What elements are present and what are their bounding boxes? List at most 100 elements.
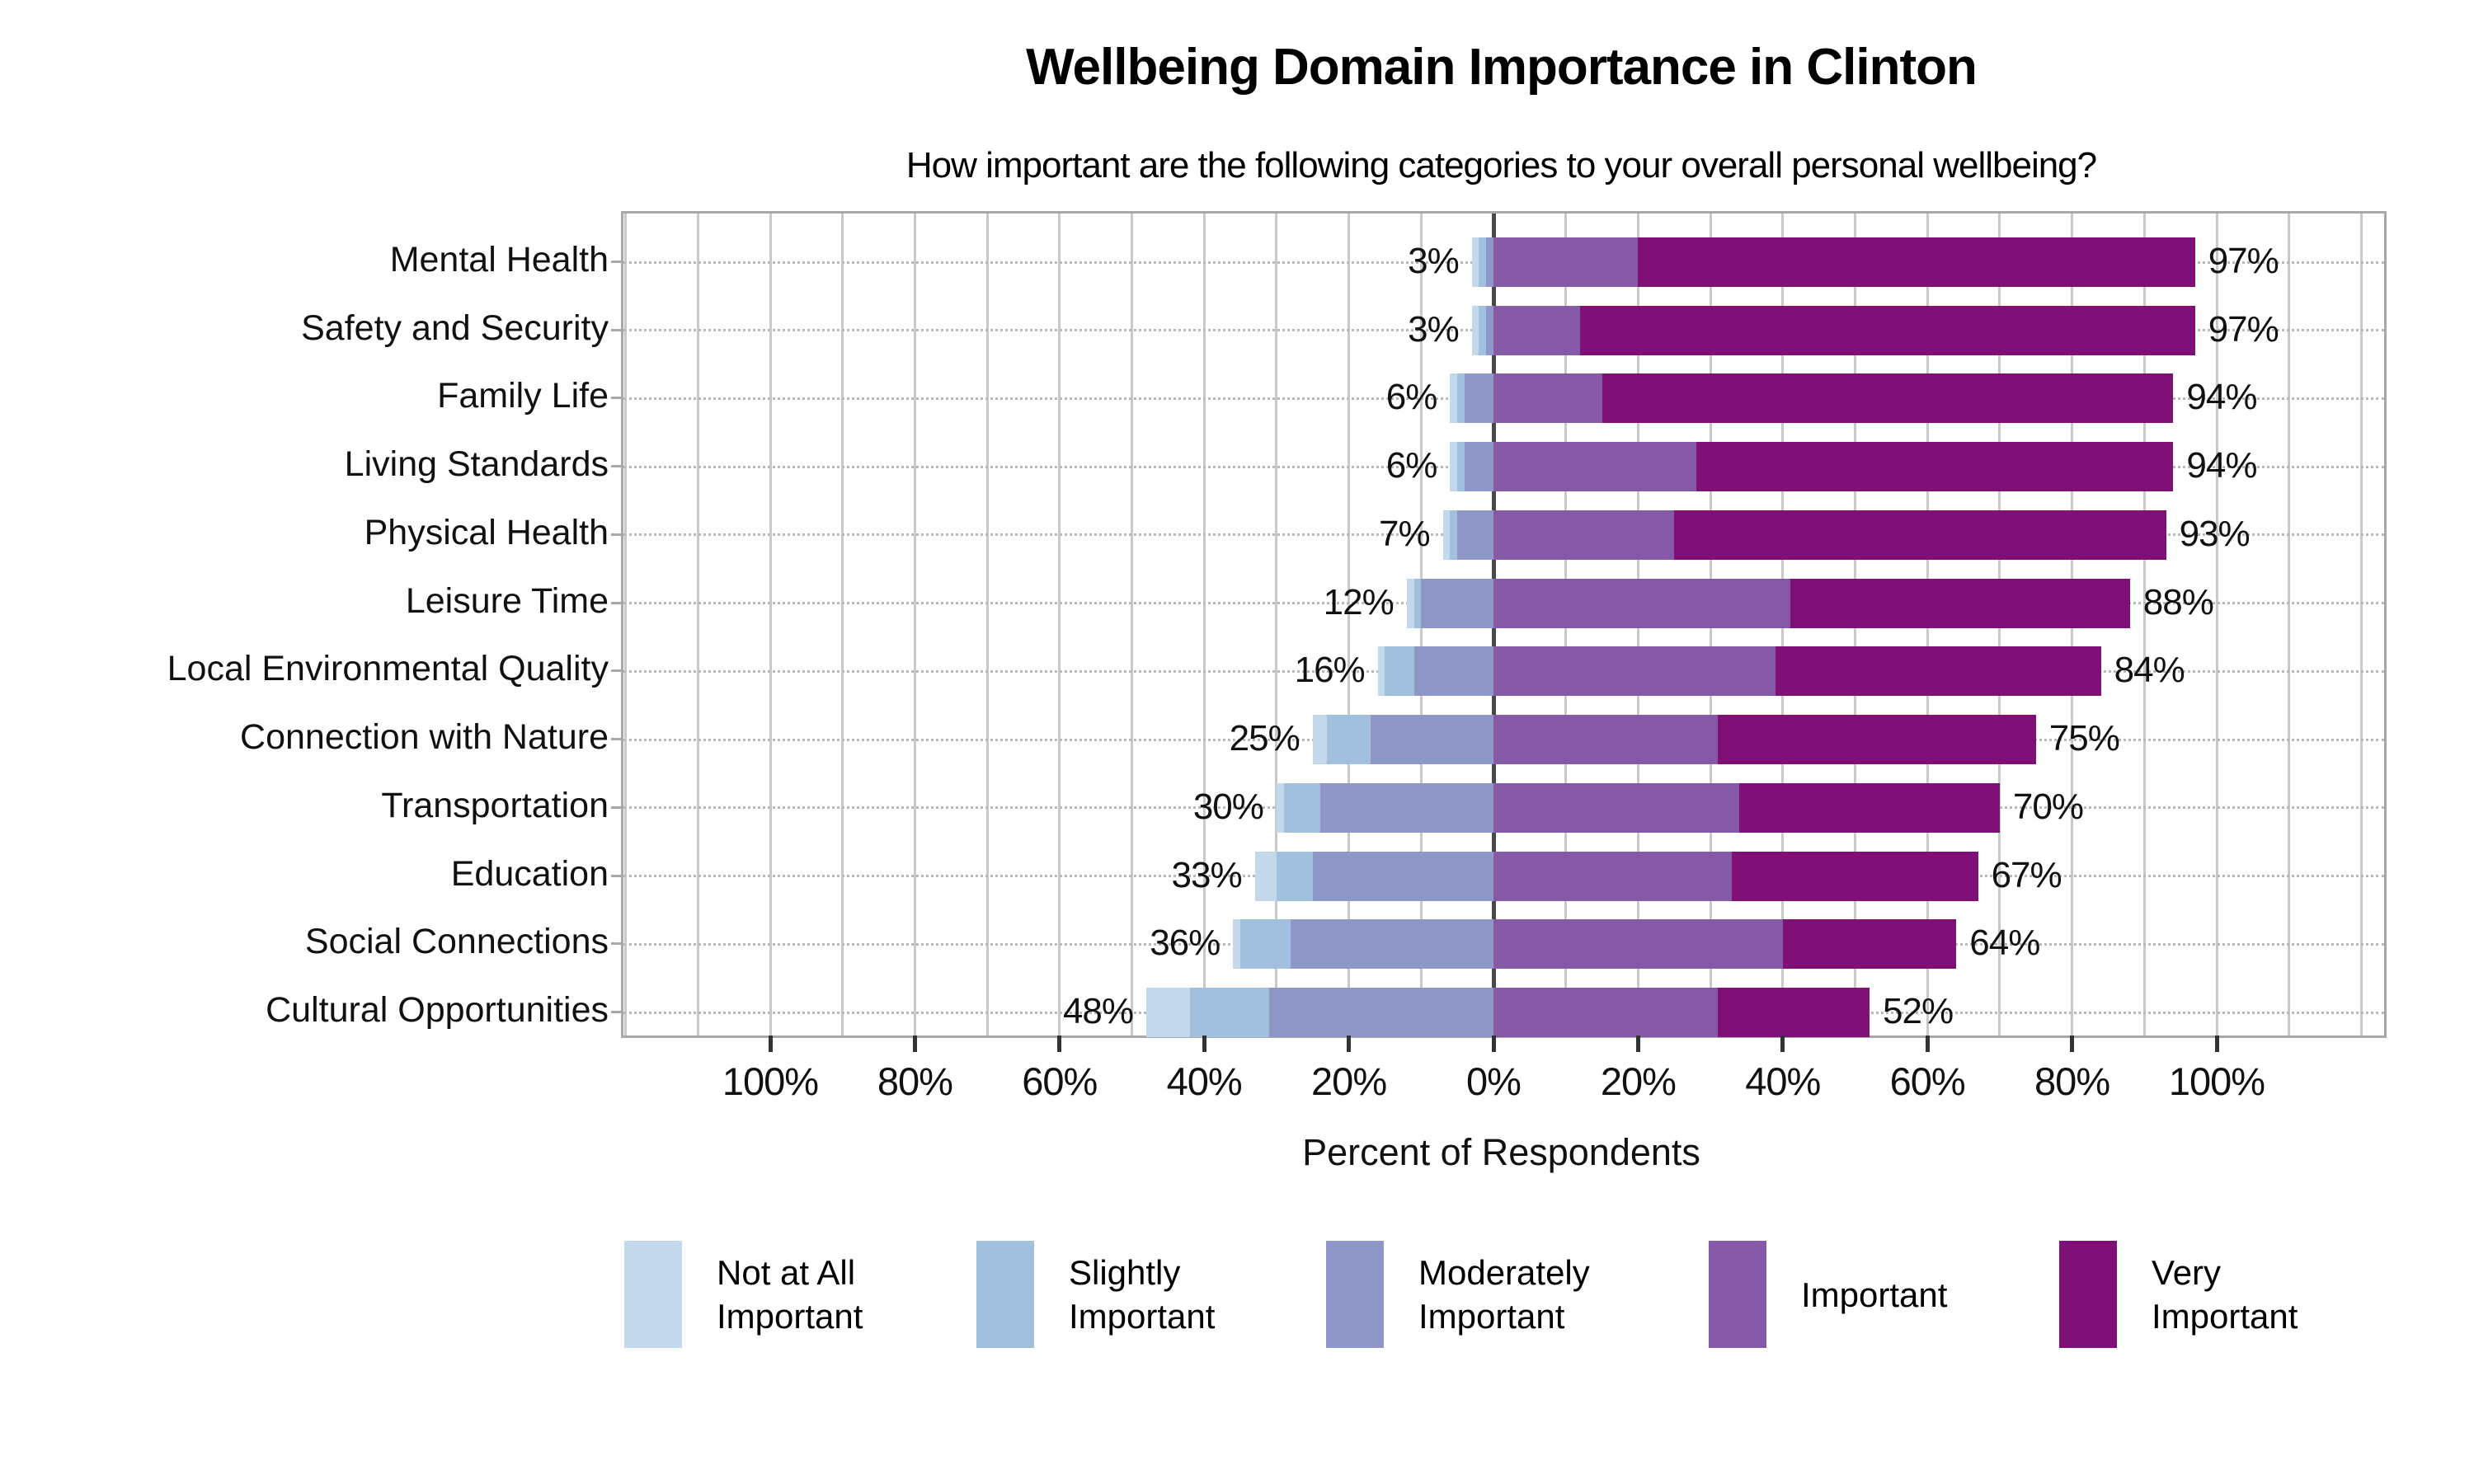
legend-item: Slightly Important bbox=[976, 1241, 1215, 1348]
y-axis-tick bbox=[611, 328, 623, 331]
y-axis-tick bbox=[611, 738, 623, 741]
category-label: Transportation bbox=[381, 785, 609, 825]
bar-segment-moderately-important bbox=[1457, 510, 1493, 560]
category-label: Safety and Security bbox=[301, 308, 609, 348]
legend-swatch bbox=[1326, 1241, 1384, 1348]
x-axis-tick bbox=[1347, 1036, 1352, 1052]
y-axis-tick bbox=[611, 874, 623, 877]
bar-segment-slightly-important bbox=[1189, 988, 1270, 1038]
bar-segment-important bbox=[1493, 782, 1740, 833]
gridline bbox=[2359, 214, 2363, 1036]
x-axis-tick-label: 20% bbox=[1311, 1059, 1387, 1103]
chart-subtitle: How important are the following categori… bbox=[905, 145, 2097, 186]
bar-segment-important bbox=[1493, 988, 1718, 1038]
category-label: Social Connections bbox=[304, 922, 609, 962]
x-axis-tick bbox=[1057, 1036, 1062, 1052]
low-percent-label: 6% bbox=[1385, 445, 1438, 486]
category-label: Leisure Time bbox=[405, 580, 609, 621]
low-percent-label: 6% bbox=[1385, 377, 1438, 418]
bar-segment-slightly-important bbox=[1327, 715, 1371, 765]
legend-swatch bbox=[976, 1241, 1034, 1348]
bar-segment-not-at-all-important bbox=[1471, 305, 1479, 355]
x-axis-tick-label: 80% bbox=[877, 1059, 953, 1103]
category-label: Connection with Nature bbox=[240, 717, 609, 758]
low-percent-label: 7% bbox=[1379, 513, 1431, 554]
legend-label: Slightly Important bbox=[1069, 1253, 1216, 1336]
high-percent-label: 88% bbox=[2142, 581, 2214, 622]
bar-segment-not-at-all-important bbox=[1450, 373, 1458, 424]
bar-segment-not-at-all-important bbox=[1146, 988, 1190, 1038]
legend-item: Very Important bbox=[2059, 1241, 2298, 1348]
legend-swatch bbox=[624, 1241, 682, 1348]
bar-segment-not-at-all-important bbox=[1471, 237, 1479, 287]
low-percent-label: 3% bbox=[1408, 241, 1460, 281]
bar-segment-not-at-all-important bbox=[1233, 919, 1241, 970]
high-percent-label: 84% bbox=[2114, 650, 2185, 691]
x-axis-tick bbox=[2070, 1036, 2075, 1052]
y-axis-tick bbox=[611, 805, 623, 809]
low-percent-label: 25% bbox=[1229, 718, 1300, 759]
bar-segment-important bbox=[1493, 646, 1776, 697]
y-axis-tick bbox=[611, 397, 623, 400]
bar-segment-not-at-all-important bbox=[1406, 578, 1414, 628]
bar-segment-important bbox=[1493, 373, 1602, 424]
bar-segment-very-important bbox=[1782, 919, 1957, 970]
bar-segment-moderately-important bbox=[1421, 578, 1493, 628]
low-percent-label: 48% bbox=[1062, 991, 1134, 1032]
legend-item: Important bbox=[1709, 1241, 1947, 1348]
y-axis-tick bbox=[611, 1011, 623, 1014]
bar-segment-very-important bbox=[1580, 305, 2195, 355]
x-axis-tick-label: 0% bbox=[1466, 1059, 1522, 1103]
bar-segment-not-at-all-important bbox=[1377, 646, 1385, 697]
high-percent-label: 67% bbox=[1991, 854, 2062, 895]
bar-segment-very-important bbox=[1696, 442, 2174, 492]
bar-segment-moderately-important bbox=[1464, 373, 1493, 424]
high-percent-label: 52% bbox=[1883, 991, 1954, 1032]
high-percent-label: 93% bbox=[2179, 513, 2251, 554]
gridline bbox=[1202, 214, 1206, 1036]
category-label: Cultural Opportunities bbox=[266, 990, 609, 1031]
gridline bbox=[1058, 214, 1061, 1036]
legend-label: Not at All Important bbox=[717, 1253, 863, 1336]
x-axis-tick bbox=[768, 1036, 773, 1052]
low-percent-label: 12% bbox=[1323, 581, 1395, 622]
bar-segment-moderately-important bbox=[1269, 988, 1493, 1038]
category-label: Local Environmental Quality bbox=[167, 649, 609, 689]
bar-segment-very-important bbox=[1717, 715, 2036, 765]
bar-segment-important bbox=[1493, 510, 1675, 560]
x-axis-tick-label: 40% bbox=[1166, 1059, 1243, 1103]
bar-segment-not-at-all-important bbox=[1276, 782, 1284, 833]
bar-segment-very-important bbox=[1790, 578, 2130, 628]
category-label: Living Standards bbox=[344, 444, 609, 485]
bar-segment-slightly-important bbox=[1413, 578, 1422, 628]
bar-segment-important bbox=[1493, 578, 1790, 628]
plot-area: 3% 97% 3% 97% 6% 94% 6% 94% 7% 93% 12% 88% 16% 84% 25%… bbox=[621, 211, 2387, 1038]
x-axis-tick bbox=[2214, 1036, 2219, 1052]
bar-segment-important bbox=[1493, 851, 1733, 901]
bar-segment-moderately-important bbox=[1464, 442, 1493, 492]
legend-item: Moderately Important bbox=[1326, 1241, 1590, 1348]
category-label: Mental Health bbox=[389, 240, 609, 279]
bar-segment-not-at-all-important bbox=[1450, 442, 1458, 492]
bar-segment-moderately-important bbox=[1291, 919, 1493, 970]
bar-segment-not-at-all-important bbox=[1312, 715, 1328, 765]
x-axis-tick bbox=[1202, 1036, 1206, 1052]
high-percent-label: 94% bbox=[2186, 445, 2257, 486]
bar-segment-moderately-important bbox=[1370, 715, 1493, 765]
bar-segment-slightly-important bbox=[1385, 646, 1414, 697]
bar-segment-very-important bbox=[1674, 510, 2166, 560]
gridline bbox=[985, 214, 989, 1036]
bar-segment-very-important bbox=[1739, 782, 2000, 833]
gridline bbox=[1131, 214, 1133, 1036]
bar-segment-slightly-important bbox=[1457, 442, 1465, 492]
bar-segment-not-at-all-important bbox=[1254, 851, 1277, 901]
legend-label: Moderately Important bbox=[1418, 1253, 1590, 1336]
x-axis-tick-label: 100% bbox=[2168, 1059, 2265, 1103]
x-axis-tick-label: 40% bbox=[1745, 1059, 1821, 1103]
gridline bbox=[913, 214, 916, 1036]
bar-segment-slightly-important bbox=[1479, 305, 1487, 355]
x-axis-tick-label: 60% bbox=[1889, 1059, 1966, 1103]
bar-segment-slightly-important bbox=[1450, 510, 1458, 560]
high-percent-label: 94% bbox=[2186, 377, 2257, 418]
